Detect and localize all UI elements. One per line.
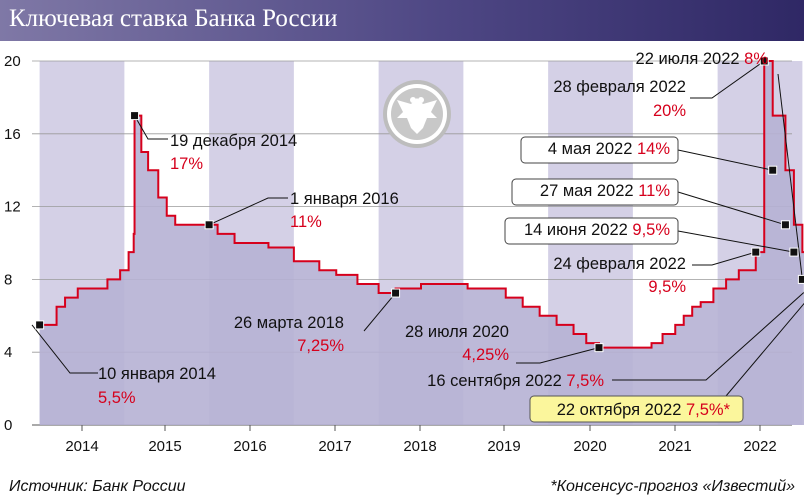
x-tick-label: 2019 [487, 438, 520, 455]
leader-line [31, 324, 98, 374]
source-note: Источник: Банк России [9, 478, 186, 495]
y-tick-label: 16 [4, 126, 21, 143]
annotation-rate: 7,25% [297, 337, 344, 355]
annotation-rate: 7,5%* [686, 401, 731, 419]
data-marker [594, 343, 604, 353]
annotation-date: 4 мая 2022 [548, 140, 637, 158]
forecast-highlight [529, 395, 744, 423]
annotation-leaders [31, 60, 804, 397]
leader-line [777, 73, 803, 280]
annotation-rate: 14% [637, 140, 670, 158]
annotation-rate: 20% [653, 102, 686, 120]
annotation-label: 16 сентября 2022 7,5% [427, 372, 604, 390]
annotation-date: 10 января 2014 [98, 365, 216, 383]
data-marker [391, 288, 401, 298]
annotation-date: 22 июля 2022 [636, 50, 745, 68]
y-tick-label: 20 [4, 53, 21, 70]
leader-line [725, 302, 804, 397]
data-marker [759, 56, 769, 66]
x-tick-label: 2014 [65, 438, 98, 455]
rate-area [39, 61, 804, 425]
annotation-box [511, 178, 679, 206]
data-marker [751, 247, 761, 257]
annotation-label: 4 мая 2022 14% [548, 140, 670, 158]
data-marker [789, 247, 799, 257]
annotation-rate: 9,5% [632, 221, 670, 239]
annotation-box [520, 136, 679, 164]
leader-line [612, 291, 804, 381]
footnote: *Консенсус-прогноз «Известий» [550, 478, 795, 495]
annotation-label: 14 июня 2022 9,5% [524, 221, 670, 239]
chart-title: Ключевая ставка Банка России [9, 5, 338, 32]
y-tick-label: 8 [4, 271, 12, 288]
x-tick-label: 2016 [233, 438, 266, 455]
annotation-date: 14 июня 2022 [524, 221, 632, 239]
bank-of-russia-emblem-icon [383, 80, 451, 148]
x-tick-label: 2017 [318, 438, 351, 455]
annotation-label: 22 июля 2022 8% [636, 50, 769, 68]
x-tick-label: 2018 [403, 438, 436, 455]
data-marker [768, 165, 778, 175]
annotation-rate: 8% [744, 50, 768, 68]
annotation-date: 22 октября 2022 [557, 401, 686, 419]
data-marker [35, 320, 45, 330]
annotation-rate: 7,5% [566, 372, 604, 390]
leader-line [677, 191, 786, 226]
annotation-markers [35, 56, 804, 353]
annotation-label: 22 октября 2022 7,5%* [557, 401, 731, 419]
x-tick-label: 2021 [658, 438, 691, 455]
leader-line [516, 347, 600, 364]
x-tick-label: 2022 [743, 438, 776, 455]
leader-line [134, 115, 168, 140]
annotation-rate: 11% [290, 213, 322, 231]
annotation-date: 1 января 2016 [290, 190, 399, 208]
annotation-labels: 10 января 2014 5,5% 19 декабря 2014 17% 1 ян… [98, 50, 768, 419]
x-tick-label: 2020 [573, 438, 606, 455]
data-marker [797, 274, 804, 284]
leader-line [692, 251, 756, 266]
y-tick-label: 0 [4, 417, 12, 434]
leader-line [690, 60, 765, 99]
leader-line [208, 197, 288, 226]
annotation-box [504, 217, 679, 245]
data-marker [780, 220, 790, 230]
y-tick-label: 4 [4, 344, 12, 361]
annotation-rate: 9,5% [648, 278, 686, 296]
x-axis-ticks: 2014 2015 2016 2017 2018 2019 2020 2021 2022 [65, 425, 777, 455]
data-marker [130, 111, 140, 121]
annotation-date: 16 сентября 2022 [427, 372, 566, 390]
annotation-rate: 17% [170, 155, 203, 173]
annotation-date: 28 февраля 2022 [553, 78, 686, 96]
x-tick-label: 2015 [148, 438, 181, 455]
rate-line [39, 60, 804, 349]
leader-line [677, 149, 773, 171]
annotation-date: 26 марта 2018 [234, 314, 344, 332]
annotation-label: 27 мая 2022 11% [540, 182, 670, 200]
y-axis-ticks: 0 4 8 12 16 20 [4, 53, 21, 434]
leader-line [363, 292, 396, 332]
leader-line [677, 230, 794, 253]
annotation-date: 27 мая 2022 [540, 182, 638, 200]
annotation-date: 28 июля 2020 [405, 323, 509, 341]
annotation-rate: 11% [638, 182, 670, 200]
annotation-date: 19 декабря 2014 [170, 132, 297, 150]
annotation-date: 24 февраля 2022 [553, 255, 686, 273]
annotation-rate: 5,5% [98, 389, 136, 407]
title-bar: Ключевая ставка Банка России [0, 0, 804, 41]
annotation-rate: 4,25% [462, 346, 509, 364]
y-tick-label: 12 [4, 199, 21, 216]
data-marker [204, 220, 214, 230]
